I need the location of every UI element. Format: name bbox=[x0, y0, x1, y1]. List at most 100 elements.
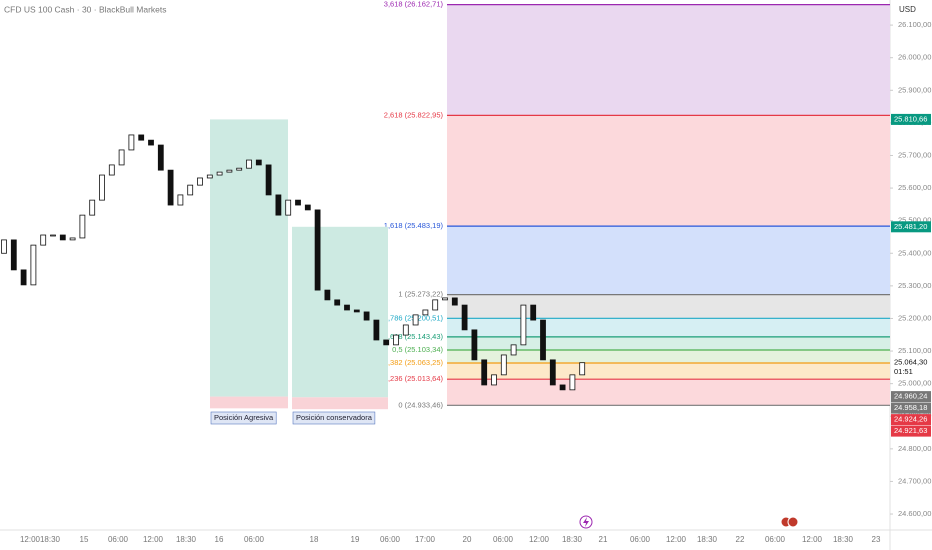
candle-body bbox=[451, 297, 458, 306]
price-badge-label: 24.921,63 bbox=[894, 426, 927, 435]
candle-body bbox=[177, 194, 184, 206]
candle-body bbox=[59, 234, 66, 241]
candle-body bbox=[89, 199, 96, 216]
x-tick-label: 17:00 bbox=[415, 535, 436, 544]
fib-label: 0,5 (25.103,34) bbox=[392, 345, 443, 354]
candle-body bbox=[383, 339, 390, 346]
icons bbox=[579, 515, 799, 529]
price-badge-label: 25.810,66 bbox=[894, 114, 927, 123]
position-label: Posición conservadora bbox=[296, 413, 373, 422]
stop-zone bbox=[292, 397, 388, 410]
x-tick-label: 12:00 bbox=[529, 535, 550, 544]
fib-label: 0,382 (25.063,25) bbox=[384, 358, 444, 367]
x-tick-label: 19 bbox=[351, 535, 360, 544]
x-tick-label: 06:00 bbox=[630, 535, 651, 544]
candle-body bbox=[167, 169, 174, 206]
candle-body bbox=[69, 237, 76, 241]
x-tick-label: 12:00 bbox=[143, 535, 164, 544]
candle-body bbox=[128, 134, 135, 151]
y-tick-label: 24.800,00 bbox=[898, 444, 931, 453]
fib-label: 1 (25.273,22) bbox=[398, 290, 443, 299]
stop-zone bbox=[210, 396, 288, 409]
price-badge bbox=[891, 414, 931, 426]
fib-zone bbox=[447, 294, 890, 319]
candle-body bbox=[226, 169, 233, 173]
candle-body bbox=[40, 234, 47, 246]
y-tick-label: 25.300,00 bbox=[898, 281, 931, 290]
candle-body bbox=[432, 299, 439, 311]
candle-body bbox=[324, 289, 331, 301]
candle-body bbox=[412, 314, 419, 326]
fib-zone bbox=[447, 4, 890, 116]
x-tick-label: 06:00 bbox=[108, 535, 129, 544]
x-tick-label: 18:30 bbox=[176, 535, 197, 544]
x-tick-label: 06:00 bbox=[244, 535, 265, 544]
candle-body bbox=[500, 354, 507, 376]
candle-body bbox=[373, 319, 380, 341]
candle-body bbox=[402, 324, 409, 336]
fib-zone bbox=[447, 379, 890, 406]
x-tick-label: 18:30 bbox=[697, 535, 718, 544]
candle-body bbox=[265, 164, 272, 196]
y-tick-label: 25.500,00 bbox=[898, 216, 931, 225]
candle-body bbox=[157, 144, 164, 171]
fib-zone bbox=[447, 115, 890, 227]
candle-body bbox=[255, 159, 262, 166]
event-icon bbox=[579, 515, 593, 529]
candle-body bbox=[138, 134, 145, 141]
fib-zone bbox=[447, 336, 890, 350]
candle-body bbox=[295, 199, 301, 206]
candle-body bbox=[569, 374, 576, 391]
candle-body bbox=[471, 329, 478, 361]
y-tick-label: 25.200,00 bbox=[898, 313, 931, 322]
x-tick-label: 21 bbox=[599, 535, 608, 544]
candle-body bbox=[481, 359, 488, 386]
candle-body bbox=[530, 304, 537, 321]
price-badge-label: 24.960,24 bbox=[894, 392, 927, 401]
x-tick-label: 06:00 bbox=[380, 535, 401, 544]
candle-body bbox=[148, 139, 154, 146]
chart-title: CFD US 100 Cash · 30 · BlackBull Markets bbox=[4, 4, 167, 14]
price-badge-label: 24.958,18 bbox=[894, 403, 927, 412]
x-tick-label: 15 bbox=[80, 535, 89, 544]
x-tick-label: 06:00 bbox=[765, 535, 786, 544]
y-tick-label: 25.100,00 bbox=[898, 346, 931, 355]
candle-body bbox=[79, 214, 86, 239]
candle-body bbox=[422, 309, 429, 316]
candle-body bbox=[442, 297, 448, 301]
currency: USD bbox=[899, 5, 916, 14]
candle-body bbox=[540, 319, 546, 361]
price-badge-label: 25.064,30 bbox=[894, 358, 927, 367]
y-tick-label: 26.000,00 bbox=[898, 53, 931, 62]
fib-zone bbox=[447, 349, 890, 364]
fib-zone bbox=[447, 226, 890, 295]
candle-body bbox=[197, 177, 203, 186]
plot: 24.600,0024.700,0024.800,0024.900,0025.0… bbox=[1, 20, 931, 544]
price-badge bbox=[891, 402, 931, 414]
y-tick-label: 25.600,00 bbox=[898, 183, 931, 192]
y-tick-label: 25.400,00 bbox=[898, 248, 931, 257]
position-label-box bbox=[210, 411, 277, 425]
candle-body bbox=[246, 159, 252, 169]
x-tick-label: 16 bbox=[215, 535, 224, 544]
candle-body bbox=[393, 334, 399, 346]
fib-label: 1,618 (25.483,19) bbox=[384, 221, 444, 230]
candle-body bbox=[30, 244, 37, 286]
candle-body bbox=[344, 304, 350, 311]
price-badge bbox=[891, 391, 931, 403]
flag-icon bbox=[787, 516, 799, 528]
fib-label: 0,236 (25.013,64) bbox=[384, 374, 444, 383]
x-tick-label: 20 bbox=[463, 535, 472, 544]
x-tick-label: 12:00 bbox=[666, 535, 687, 544]
candle-body bbox=[510, 344, 517, 356]
x-tick-label: 23 bbox=[872, 535, 881, 544]
x-tick-label: 18:30 bbox=[833, 535, 854, 544]
candle-body bbox=[20, 269, 27, 286]
position-label-box bbox=[292, 411, 376, 425]
candle-body bbox=[520, 304, 527, 346]
candle-body bbox=[491, 374, 497, 386]
candle-body bbox=[50, 234, 56, 237]
lightning bbox=[583, 517, 589, 527]
candle-body bbox=[108, 164, 115, 176]
